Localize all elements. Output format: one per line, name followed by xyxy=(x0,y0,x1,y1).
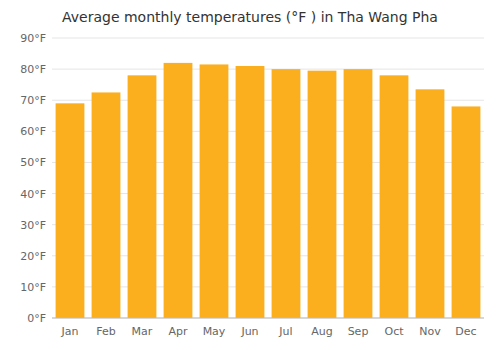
bar xyxy=(416,89,445,318)
grid-line xyxy=(52,69,484,70)
y-tick-label: 60°F xyxy=(20,125,46,138)
bar xyxy=(92,92,121,318)
y-tick-label: 10°F xyxy=(20,281,46,294)
bar xyxy=(236,66,265,318)
x-axis-line xyxy=(52,318,484,319)
x-tick-label: Jan xyxy=(61,325,79,338)
y-tick-label: 80°F xyxy=(20,63,46,76)
bar xyxy=(128,75,157,318)
title: Average monthly temperatures (°F ) in Th… xyxy=(62,9,438,25)
y-tick-label: 50°F xyxy=(20,156,46,169)
y-tick-label: 70°F xyxy=(20,94,46,107)
x-tick-label: Aug xyxy=(311,325,332,338)
x-tick-label: Jul xyxy=(278,325,292,338)
y-tick-labels: 0°F 10°F 20°F 30°F 40°F 50°F 60°F 70°F 80°F 90°F xyxy=(20,32,46,325)
x-tick-labels: Jan Feb Mar Apr May Jun Jul Aug Sep Oct Nov Dec xyxy=(61,325,477,338)
y-tick-label: 20°F xyxy=(20,250,46,263)
y-tick-label: 90°F xyxy=(20,32,46,45)
grid-line xyxy=(52,318,484,319)
chart-container: Average monthly temperatures (°F ) in Th… xyxy=(0,0,500,350)
x-tick-label: Oct xyxy=(384,325,404,338)
bar xyxy=(452,106,481,318)
bar xyxy=(164,63,193,318)
x-tick-label: Apr xyxy=(168,325,188,338)
x-tick-label: Dec xyxy=(455,325,476,338)
x-tick-label: May xyxy=(203,325,226,338)
y-tick-label: 30°F xyxy=(20,219,46,232)
x-tick-label: Sep xyxy=(348,325,369,338)
y-tick-label: 40°F xyxy=(20,188,46,201)
bar xyxy=(56,103,85,318)
chart-svg: Average monthly temperatures (°F ) in Th… xyxy=(0,0,500,350)
x-tick-label: Mar xyxy=(132,325,153,338)
bar xyxy=(200,64,229,318)
grid-line xyxy=(52,38,484,39)
bar xyxy=(272,69,301,318)
x-tick-label: Feb xyxy=(96,325,115,338)
bar xyxy=(380,75,409,318)
y-grid xyxy=(52,38,484,318)
bars xyxy=(56,63,481,318)
bar xyxy=(344,69,373,318)
x-tick-label: Nov xyxy=(419,325,441,338)
bar xyxy=(308,71,337,318)
x-tick-label: Jun xyxy=(240,325,258,338)
y-tick-label: 0°F xyxy=(27,312,46,325)
